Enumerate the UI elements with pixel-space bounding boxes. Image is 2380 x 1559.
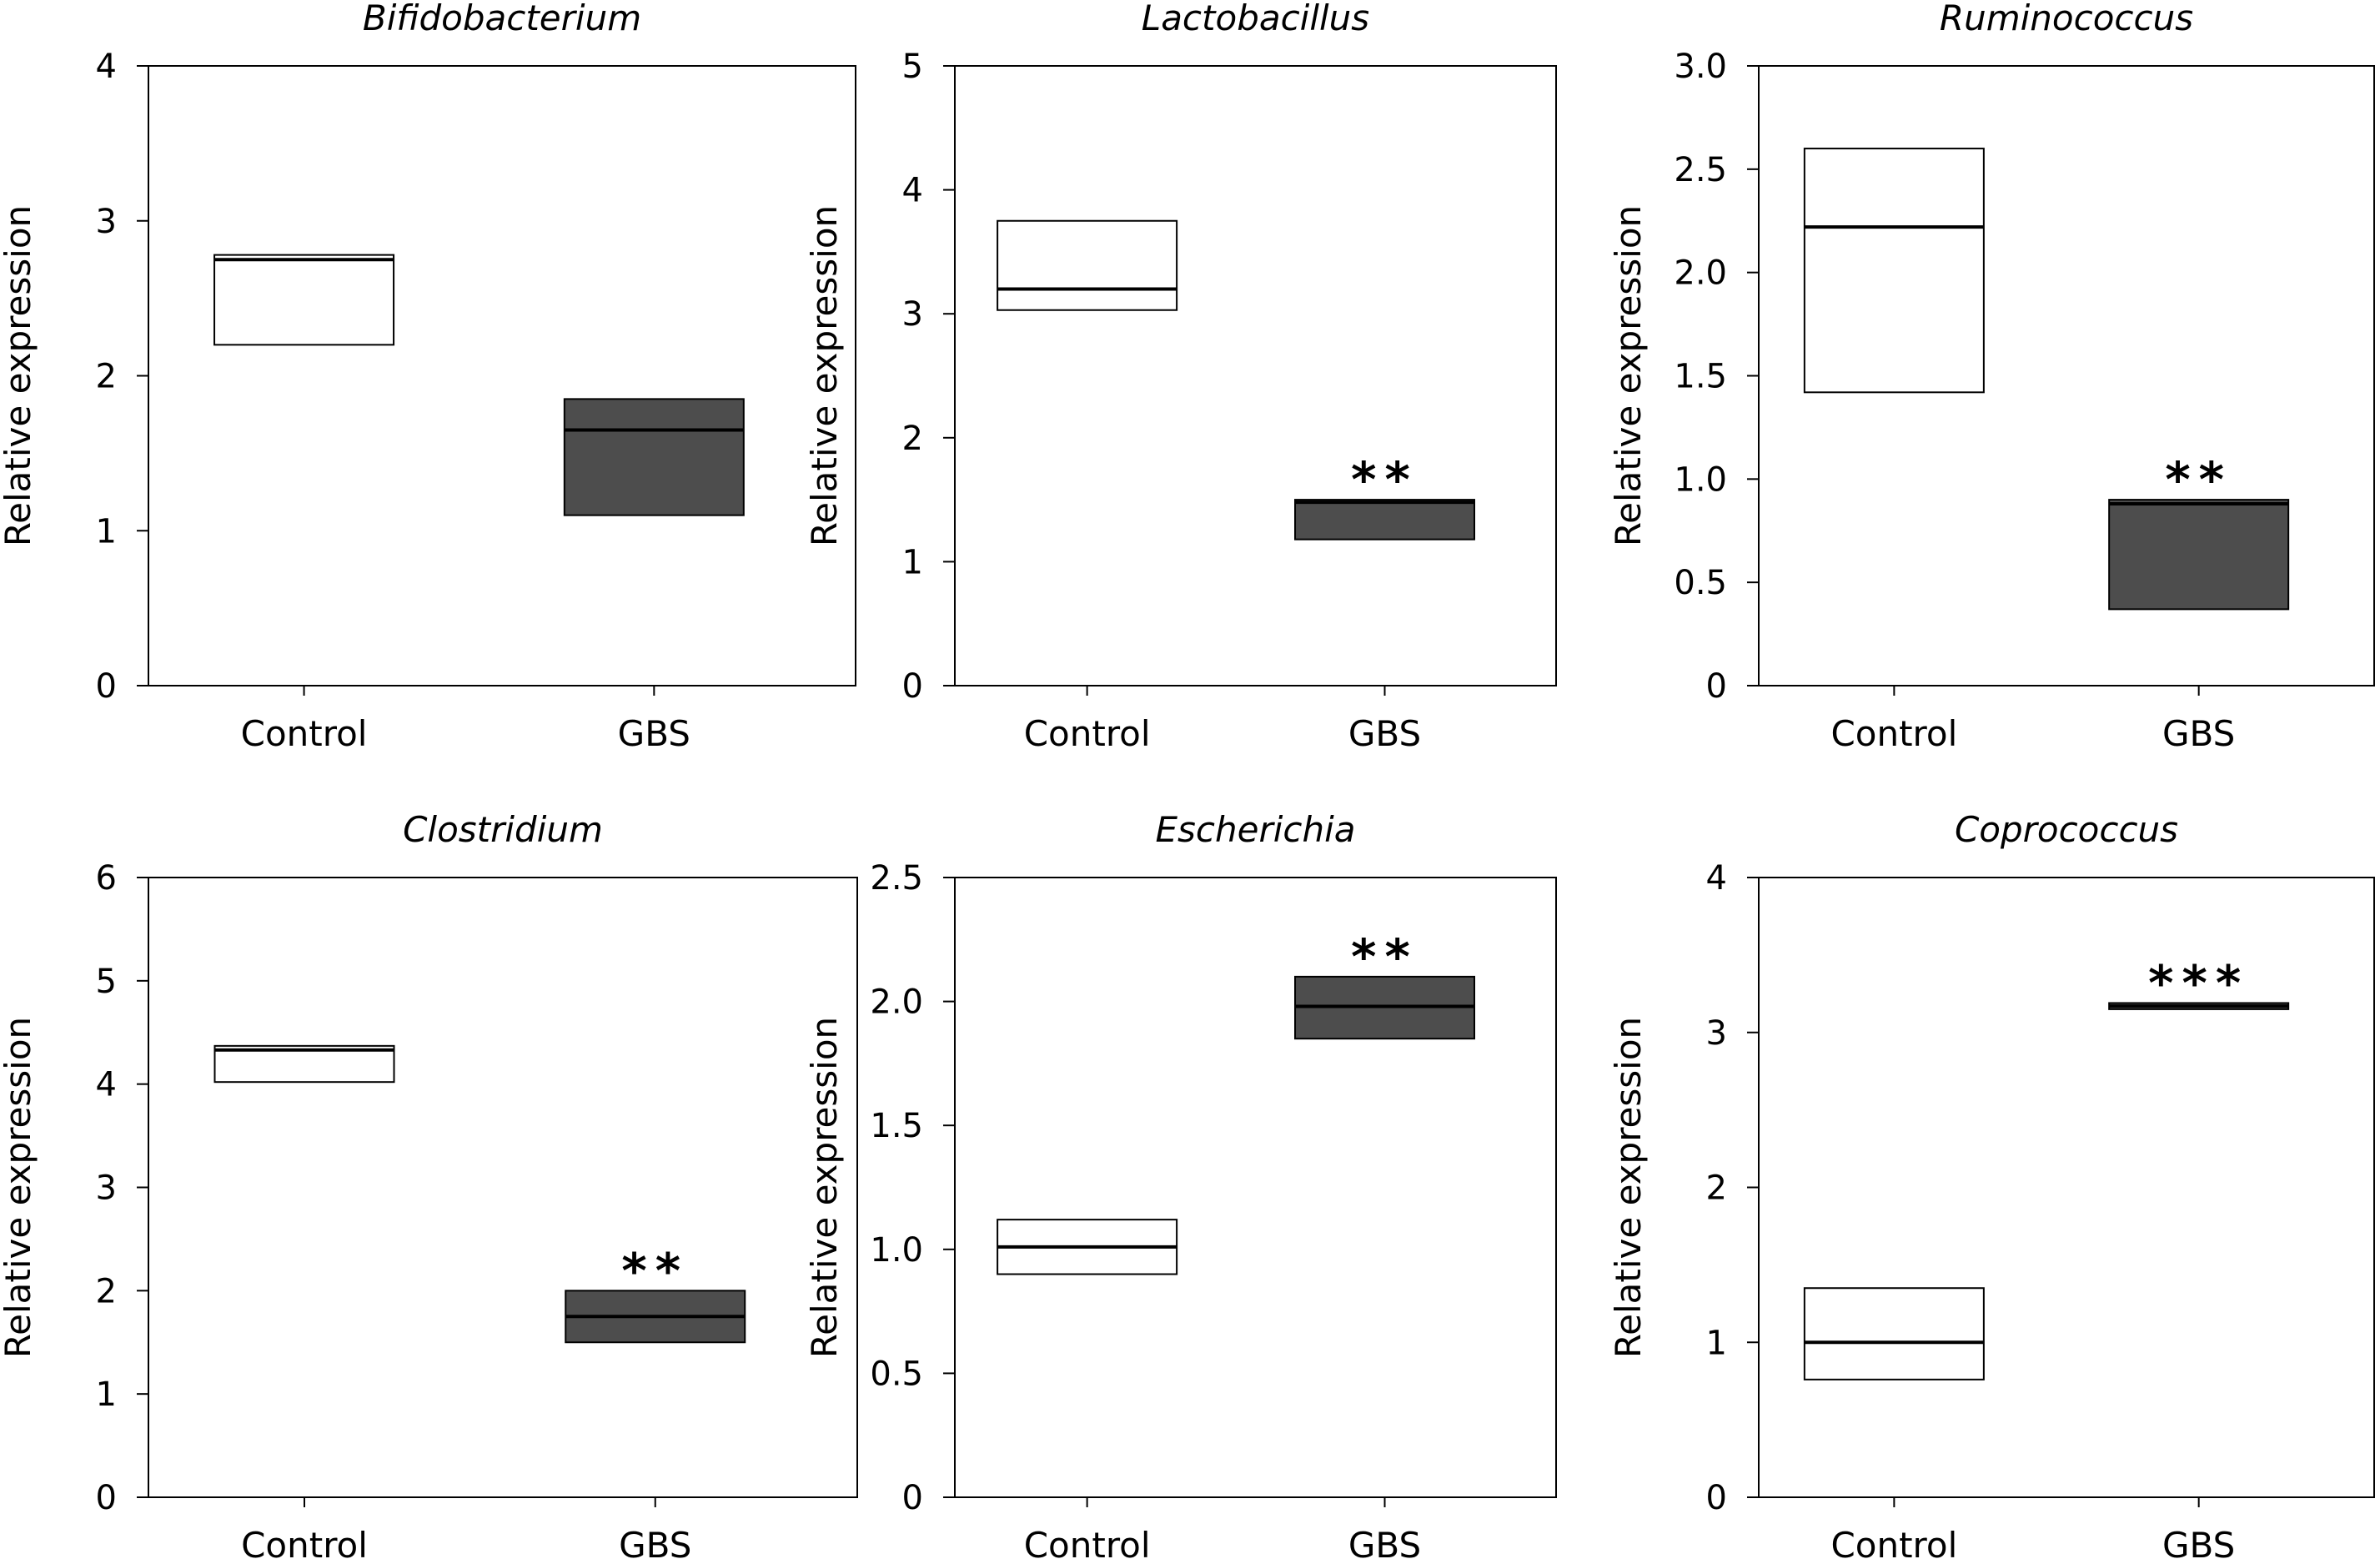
significance-marker: ** <box>621 1242 689 1299</box>
y-tick-label: 1.0 <box>870 1231 923 1270</box>
significance-marker: ** <box>2165 451 2232 508</box>
x-category-label: GBS <box>1348 713 1421 754</box>
box-control <box>1803 1287 1985 1380</box>
y-tick-label: 4 <box>96 48 117 86</box>
chart-panel: Clostridium 0 1 2 3 4 5 6 Relative expression Con… <box>0 809 858 1559</box>
y-tick-label: 3 <box>902 295 923 334</box>
y-axis-label: Relative expression <box>804 205 845 546</box>
x-category-label: Control <box>1024 713 1151 754</box>
y-tick-label: 0 <box>902 1479 923 1517</box>
y-tick-label: 0 <box>96 1479 117 1517</box>
y-tick-label: 3 <box>96 203 117 241</box>
y-tick-label: 1 <box>1706 1324 1727 1362</box>
chart-title: Escherichia <box>1155 809 1355 850</box>
chart-title: Lactobacillus <box>1142 0 1369 38</box>
y-tick-label: 1.0 <box>1674 460 1727 499</box>
y-tick-label: 0.5 <box>1674 564 1727 602</box>
y-tick-label: 4 <box>96 1066 117 1104</box>
y-axis-label: Relative expression <box>0 205 38 546</box>
x-category-label: GBS <box>618 713 690 754</box>
y-tick-label: 0 <box>1706 1479 1727 1517</box>
y-tick-label: 1 <box>96 1375 117 1414</box>
y-tick-label: 2 <box>96 1272 117 1310</box>
y-tick-label: 1 <box>902 543 923 581</box>
chart-title: Clostridium <box>403 809 603 850</box>
x-category-label: GBS <box>2162 713 2235 754</box>
y-tick-label: 5 <box>96 963 117 1001</box>
y-axis-label: Relative expression <box>1608 205 1649 546</box>
significance-marker: ** <box>1351 928 1418 985</box>
y-tick-label: 2.0 <box>870 983 923 1022</box>
y-tick-label: 2.0 <box>1674 254 1727 293</box>
x-category-label: Control <box>1024 1525 1151 1559</box>
y-axis-label: Relative expression <box>804 1017 845 1358</box>
box-gbs <box>563 398 745 516</box>
plot-frame <box>954 877 1557 1498</box>
plot-frame <box>954 65 1557 686</box>
y-tick-label: 2.5 <box>1674 151 1727 189</box>
x-category-label: Control <box>1830 1525 1957 1559</box>
y-tick-label: 6 <box>96 859 117 898</box>
box-gbs <box>1294 499 1476 541</box>
box-control <box>997 219 1178 311</box>
y-tick-label: 2.5 <box>870 859 923 898</box>
y-axis-label: Relative expression <box>1608 1017 1649 1358</box>
y-tick-label: 2 <box>1706 1169 1727 1208</box>
y-tick-label: 2 <box>902 420 923 458</box>
significance-marker: *** <box>2148 954 2249 1011</box>
y-tick-label: 1.5 <box>870 1107 923 1145</box>
chart-panel: Escherichia 0 0.5 1.0 1.5 2.0 2.5 Relative expr… <box>804 809 1557 1559</box>
box-gbs <box>2108 499 2290 611</box>
y-tick-label: 0 <box>96 667 117 706</box>
x-category-label: Control <box>1830 713 1957 754</box>
significance-marker: ** <box>1351 451 1418 508</box>
y-tick-label: 0 <box>902 667 923 706</box>
chart-panel: Bifidobacterium 0 1 2 3 4 Relative expression C… <box>0 0 856 754</box>
chart-panel: Lactobacillus 0 1 2 3 4 5 Relative expression Co… <box>804 0 1557 754</box>
plot-frame <box>1758 877 2375 1498</box>
chart-title: Bifidobacterium <box>363 0 641 38</box>
chart-title: Coprococcus <box>1955 809 2178 850</box>
x-category-label: GBS <box>619 1525 691 1559</box>
plot-frame <box>148 65 856 686</box>
x-category-label: GBS <box>2162 1525 2235 1559</box>
y-tick-label: 4 <box>1706 859 1727 898</box>
y-tick-label: 0 <box>1706 667 1727 706</box>
y-tick-label: 3 <box>1706 1014 1727 1053</box>
x-category-label: GBS <box>1348 1525 1421 1559</box>
y-tick-label: 3.0 <box>1674 48 1727 86</box>
y-tick-label: 1 <box>96 512 117 551</box>
x-category-label: Control <box>241 1525 368 1559</box>
chart-panel: Ruminococcus 0 0.5 1.0 1.5 2.0 2.5 3.0 Relative … <box>1608 0 2375 754</box>
chart-panel: Coprococcus 0 1 2 3 4 Relative expression Contr… <box>1608 809 2375 1559</box>
box-control <box>1803 148 1985 394</box>
y-tick-label: 4 <box>902 172 923 210</box>
y-tick-label: 3 <box>96 1169 117 1208</box>
box-control <box>213 1044 395 1084</box>
y-tick-label: 0.5 <box>870 1355 923 1393</box>
plot-frame <box>148 877 858 1498</box>
box-control <box>213 254 395 346</box>
chart-title: Ruminococcus <box>1940 0 2193 38</box>
x-category-label: Control <box>241 713 368 754</box>
y-tick-label: 2 <box>96 358 117 396</box>
y-axis-label: Relative expression <box>0 1017 38 1358</box>
y-tick-label: 1.5 <box>1674 358 1727 396</box>
y-tick-label: 5 <box>902 48 923 86</box>
